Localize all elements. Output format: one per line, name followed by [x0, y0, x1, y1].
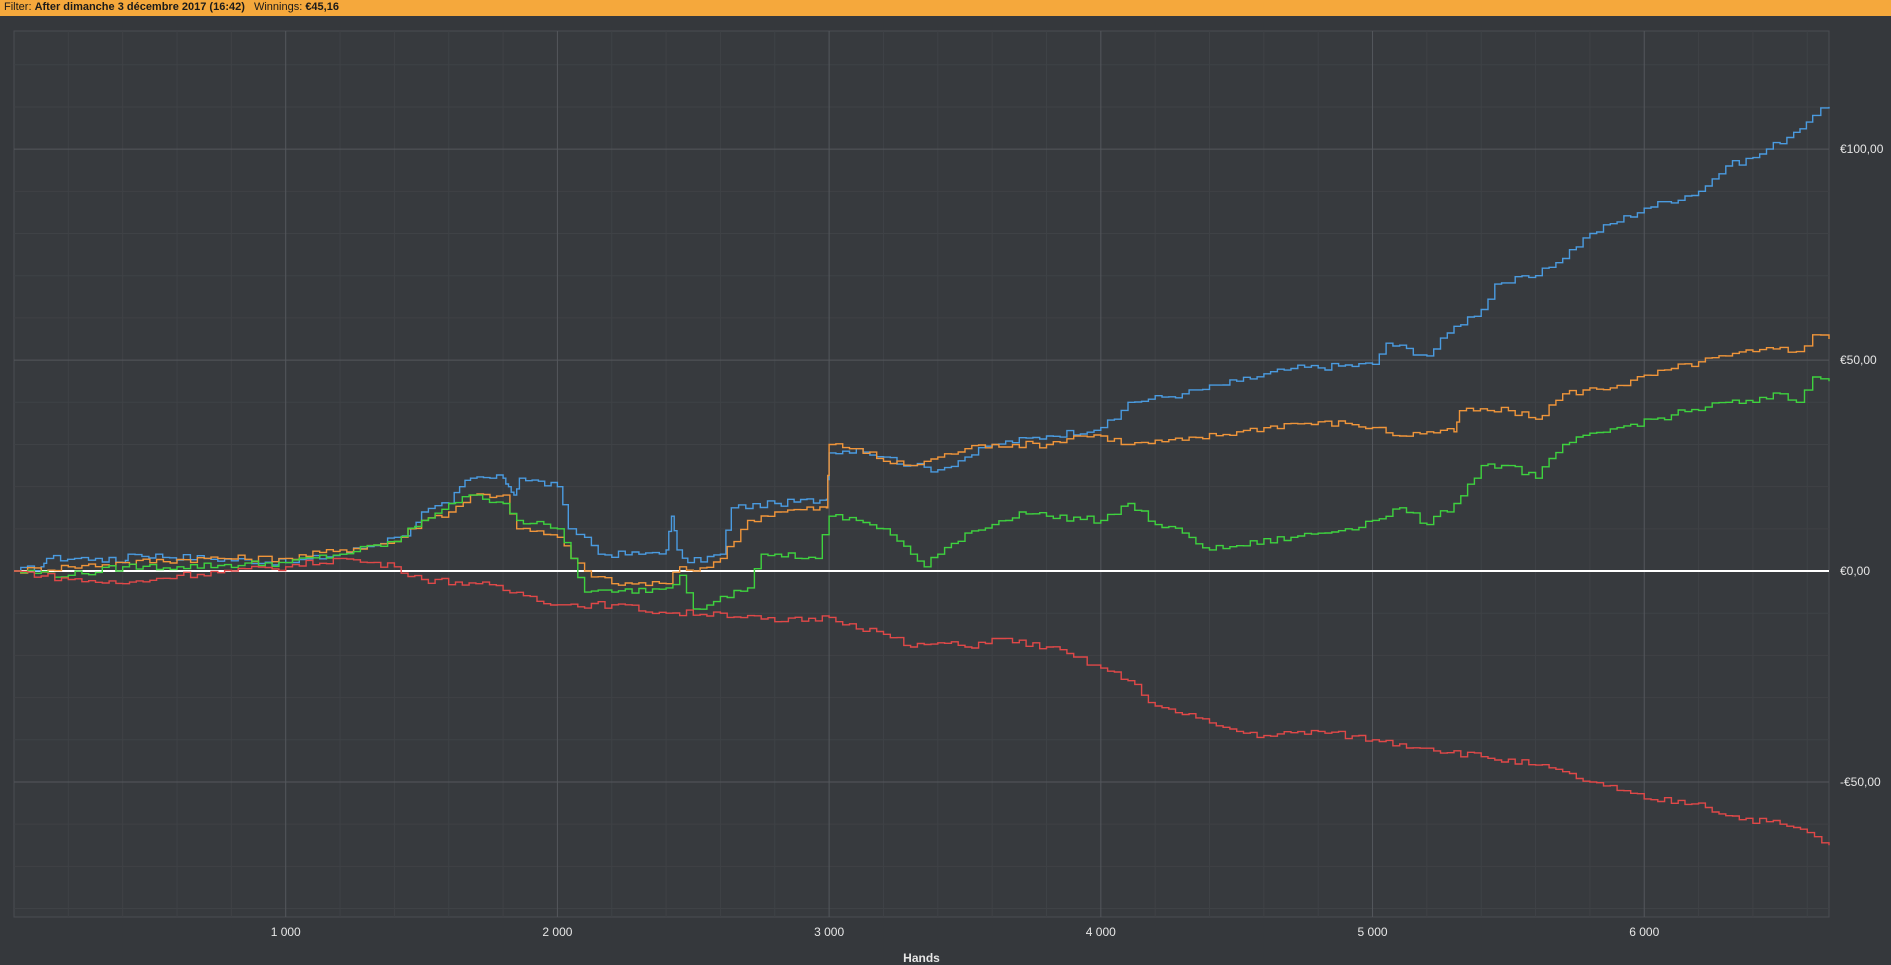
y-tick-label: €50,00 [1840, 353, 1877, 367]
y-tick-label: €0,00 [1840, 564, 1870, 578]
x-axis-title: Hands [903, 951, 940, 965]
series-line [14, 376, 1830, 610]
y-tick-label: -€50,00 [1840, 775, 1881, 789]
plot-area [13, 30, 1830, 918]
x-axis-ticks: 1 000 2 000 3 000 4 000 5 000 6 000 [271, 925, 1660, 939]
series-line [14, 557, 1830, 846]
x-tick-label: 5 000 [1358, 925, 1388, 939]
winnings-value: €45,16 [305, 1, 339, 13]
x-tick-label: 2 000 [542, 925, 572, 939]
filter-label: Filter: [4, 1, 32, 13]
series-line [14, 334, 1830, 587]
filter-bar: Filter: After dimanche 3 décembre 2017 (… [0, 0, 1891, 16]
winnings-chart: 1 000 2 000 3 000 4 000 5 000 6 000 -€50,00 €0… [0, 16, 1891, 965]
winnings-label: Winnings: [253, 1, 303, 13]
x-tick-label: 4 000 [1086, 925, 1116, 939]
x-tick-label: 6 000 [1629, 925, 1659, 939]
series-group [14, 106, 1830, 846]
y-tick-label: €100,00 [1840, 142, 1884, 156]
minor-grid [14, 31, 1829, 917]
series-line [14, 106, 1830, 572]
y-axis-ticks: -€50,00 €0,00 €50,00 €100,00 [1840, 142, 1884, 789]
x-tick-label: 1 000 [271, 925, 301, 939]
filter-value[interactable]: After dimanche 3 décembre 2017 (16:42) [34, 1, 245, 13]
x-tick-label: 3 000 [814, 925, 844, 939]
